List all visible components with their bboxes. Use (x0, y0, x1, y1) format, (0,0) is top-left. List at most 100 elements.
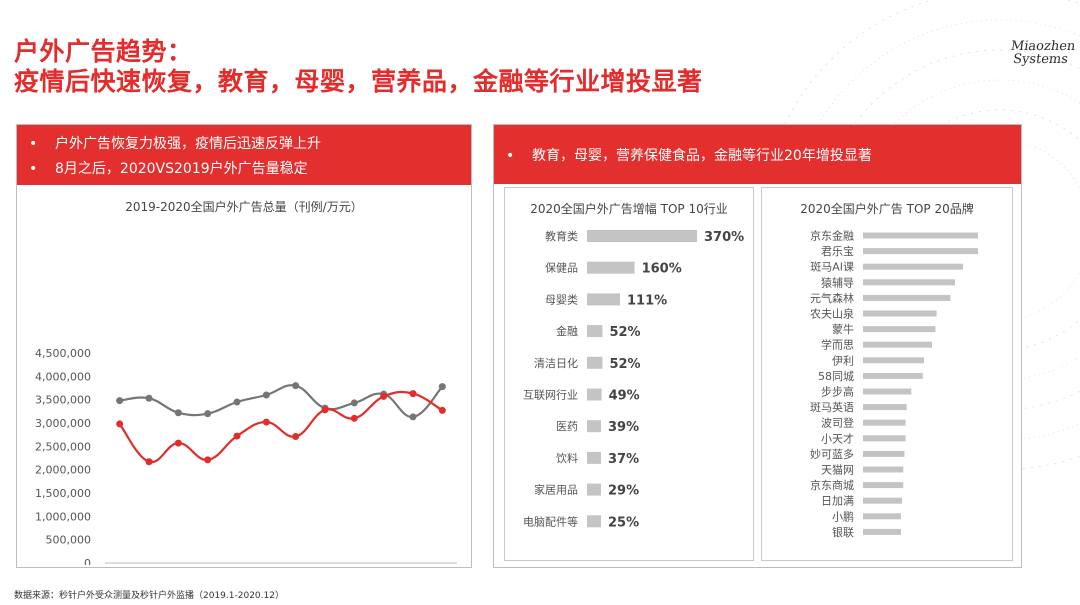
industry-value-label: 25% (608, 515, 639, 530)
y-tick-label: 500,000 (46, 534, 92, 547)
brand-label: 斑马AI课 (810, 261, 854, 274)
series-point-2020年 (409, 390, 417, 398)
brand-bar (863, 497, 903, 504)
brand-label: 蒙牛 (832, 322, 854, 336)
industry-label: 互联网行业 (523, 389, 578, 402)
industry-bar (587, 451, 601, 464)
industry-value-label: 52% (609, 357, 640, 372)
y-tick-label: 0 (84, 557, 91, 565)
right-banner: • 教育，母婴，营养保健食品，金融等行业20年增投显著 (494, 125, 1021, 184)
brand-label: 猿辅导 (821, 275, 854, 289)
brand-bar (863, 263, 964, 270)
brand-bar (863, 232, 978, 239)
brand-bar (863, 388, 912, 395)
series-point-2020年 (145, 458, 153, 466)
brand-bar (863, 482, 904, 489)
brand-chart-title: 2020全国户外广告 TOP 20品牌 (800, 202, 974, 216)
line-chart-title: 2019-2020全国户外广告总量（刊例/万元） (125, 200, 363, 214)
brand-bar (863, 310, 937, 317)
industry-label: 饮料 (556, 451, 578, 465)
brand-label: 君乐宝 (821, 244, 854, 258)
industry-label: 母婴类 (545, 292, 578, 306)
brand-bar (863, 294, 951, 301)
bullet-dot-icon: • (29, 136, 38, 152)
brand-bar (863, 372, 923, 379)
brand-label: 斑马英语 (810, 400, 854, 414)
series-point-2019年 (116, 397, 124, 405)
industry-label: 家居用品 (534, 483, 578, 497)
left-bullet-1: • 户外广告恢复力极强，疫情后迅速反弹上升 (29, 135, 321, 153)
series-point-2019年 (174, 409, 182, 417)
industry-bar (587, 261, 635, 274)
industry-label: 保健品 (545, 261, 578, 275)
brand-label: 小鹏 (832, 510, 854, 523)
y-tick-label: 2,500,000 (35, 440, 91, 453)
brand-label: 小天才 (821, 431, 854, 445)
y-tick-label: 4,500,000 (35, 347, 91, 360)
left-bullet-2: • 8月之后，2020VS2019户外广告量稳定 (29, 160, 308, 178)
brand-logo: Miaozhen Systems (1008, 39, 1076, 67)
industry-label: 金融 (556, 324, 578, 338)
brand-label: 天猫网 (821, 464, 854, 477)
brand-bar (863, 528, 901, 535)
left-bullet-2-text: 8月之后，2020VS2019户外广告量稳定 (55, 161, 308, 177)
brand-bar (863, 513, 901, 520)
industry-label: 教育类 (545, 229, 578, 243)
series-point-2019年 (350, 399, 358, 407)
brand-label: 京东金融 (810, 229, 854, 243)
brand-bar (863, 357, 924, 364)
series-point-2020年 (233, 432, 241, 440)
left-bullet-1-text: 户外广告恢复力极强，疫情后迅速反弹上升 (55, 136, 321, 152)
industry-value-label: 37% (608, 452, 639, 467)
logo-line2: Systems (1012, 52, 1069, 67)
brand-label: 京东商城 (810, 478, 854, 492)
industry-value-label: 111% (627, 293, 667, 308)
industry-value-label: 39% (608, 420, 639, 435)
series-point-2019年 (145, 394, 153, 402)
brand-bar (863, 341, 932, 348)
brand-label: 农夫山泉 (810, 307, 854, 321)
series-point-2019年 (262, 391, 270, 399)
series-point-2020年 (174, 439, 182, 447)
industry-value-label: 370% (704, 230, 744, 245)
series-point-2019年 (409, 413, 417, 421)
series-point-2020年 (438, 406, 446, 414)
right-bullet: • 教育，母婴，营养保健食品，金融等行业20年增投显著 (506, 147, 872, 165)
brand-bar (863, 326, 936, 333)
right-panel: • 教育，母婴，营养保健食品，金融等行业20年增投显著 2020全国户外广告增幅 … (493, 124, 1022, 568)
industry-bar (587, 356, 603, 369)
series-point-2020年 (116, 420, 124, 428)
brand-label: 银联 (832, 525, 854, 539)
y-tick-label: 1,500,000 (35, 487, 91, 500)
brand-label: 元气森林 (810, 291, 854, 305)
brand-label: 58同城 (818, 370, 854, 383)
series-point-2020年 (321, 406, 329, 414)
series-point-2019年 (292, 382, 300, 390)
right-bullet-text: 教育，母婴，营养保健食品，金融等行业20年增投显著 (532, 148, 872, 164)
industry-bar (587, 293, 620, 306)
industry-bar (587, 388, 602, 401)
brand-bar (863, 435, 906, 442)
series-point-2019年 (204, 410, 212, 418)
industry-label: 电脑配件等 (523, 514, 578, 528)
data-source-note: 数据来源：秒针户外受众测量及秒针户外监播（2019.1-2020.12） (14, 591, 284, 601)
series-point-2019年 (233, 398, 241, 406)
brand-chart-panel: 2020全国户外广告 TOP 20品牌 京东金融 君乐宝斑马AI课 猿辅导元气森林农… (761, 187, 1013, 561)
series-point-2019年 (438, 383, 446, 391)
industry-chart-title: 2020全国户外广告增幅 TOP 10行业 (530, 202, 728, 216)
page-title-line2: 疫情后快速恢复，教育，母婴，营养品，金融等行业增投显著 (14, 67, 703, 96)
industry-value-label: 52% (609, 325, 640, 340)
brand-bar (863, 279, 955, 286)
series-line-2019年 (119, 384, 444, 419)
brand-label: 波司登 (821, 416, 854, 430)
industry-bar (587, 483, 601, 496)
brand-bar (863, 404, 907, 411)
brand-label: 日加满 (821, 495, 854, 508)
bullet-dot-icon: • (29, 161, 38, 177)
brand-label: 步步高 (821, 385, 854, 399)
y-tick-label: 4,000,000 (35, 370, 91, 383)
industry-value-label: 49% (609, 389, 640, 404)
line-chart: 0 500,000 1,000,000 1,500,000 2,000,000 2,500… (35, 347, 457, 565)
brand-label: 学而思 (821, 338, 854, 352)
series-point-2020年 (262, 418, 270, 426)
